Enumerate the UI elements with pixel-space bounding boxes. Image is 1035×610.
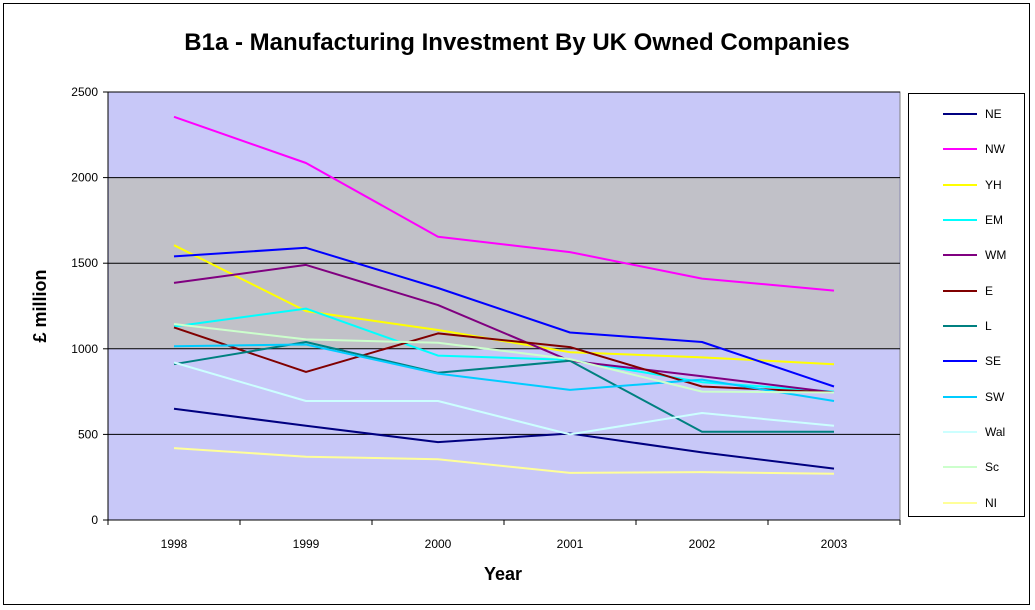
y-tick-label-1500: 1500: [71, 256, 98, 270]
legend-label: E: [985, 283, 994, 298]
y-tick-label-2500: 2500: [71, 85, 98, 99]
legend-label: YH: [985, 177, 1002, 192]
x-tick-label-2001: 2001: [557, 537, 584, 551]
x-tick-label-1998: 1998: [161, 537, 188, 551]
x-tick-label-1999: 1999: [293, 537, 320, 551]
legend-item-sc: Sc: [909, 457, 1026, 477]
legend-swatch: [943, 501, 977, 504]
legend-label: WM: [985, 248, 1007, 263]
series-line-ne: [173, 407, 835, 470]
legend-item-wal: Wal: [909, 422, 1026, 442]
series-line-nw: [173, 115, 835, 292]
legend-label: Sc: [985, 460, 1000, 475]
legend-item-l: L: [909, 316, 1026, 336]
series-line-e: [173, 326, 835, 394]
legend-swatch: [943, 289, 977, 292]
legend-swatch: [943, 148, 977, 151]
legend-swatch: [943, 254, 977, 257]
y-axis-label: £ million: [30, 269, 50, 342]
legend-item-e: E: [909, 281, 1026, 301]
y-tick-label-2000: 2000: [71, 171, 98, 185]
series-line-ni: [173, 447, 835, 475]
x-tick-label-2003: 2003: [821, 537, 848, 551]
legend-label: NI: [985, 495, 997, 510]
legend-swatch: [943, 325, 977, 327]
legend-swatch: [943, 431, 977, 433]
chart-legend: NE NW YH EM WM E L SE SW Wal Sc NI: [908, 93, 1025, 517]
legend-item-ni: NI: [909, 493, 1026, 513]
y-tick-label-1000: 1000: [71, 342, 98, 356]
legend-item-em: EM: [909, 210, 1026, 230]
series-line-sw: [173, 343, 835, 402]
legend-item-sw: SW: [909, 387, 1026, 407]
legend-swatch: [943, 219, 977, 221]
legend-label: NW: [985, 142, 1005, 157]
y-tick-label-500: 500: [78, 427, 98, 441]
legend-item-wm: WM: [909, 245, 1026, 265]
legend-item-yh: YH: [909, 175, 1026, 195]
legend-label: SE: [985, 354, 1002, 369]
legend-item-se: SE: [909, 351, 1026, 371]
legend-swatch: [943, 113, 977, 115]
legend-item-ne: NE: [909, 104, 1026, 124]
x-axis-label: Year: [484, 564, 522, 584]
legend-label: NE: [985, 107, 1002, 121]
legend-label: SW: [985, 389, 1005, 404]
legend-label: EM: [985, 213, 1003, 227]
chart-title: B1a - Manufacturing Investment By UK Own…: [184, 29, 849, 56]
series-line-sc: [173, 323, 835, 394]
legend-swatch: [943, 360, 977, 363]
legend-label: L: [985, 319, 992, 333]
y-tick-label-0: 0: [91, 513, 98, 527]
legend-swatch: [943, 395, 977, 398]
legend-swatch: [943, 466, 977, 469]
legend-label: Wal: [985, 425, 1006, 439]
x-tick-label-2002: 2002: [689, 537, 716, 551]
legend-item-nw: NW: [909, 139, 1026, 159]
legend-swatch: [943, 183, 977, 186]
x-tick-label-2000: 2000: [425, 537, 452, 551]
series-line-wm: [173, 263, 835, 394]
series-line-se: [173, 246, 835, 388]
series-line-wal: [173, 361, 835, 436]
